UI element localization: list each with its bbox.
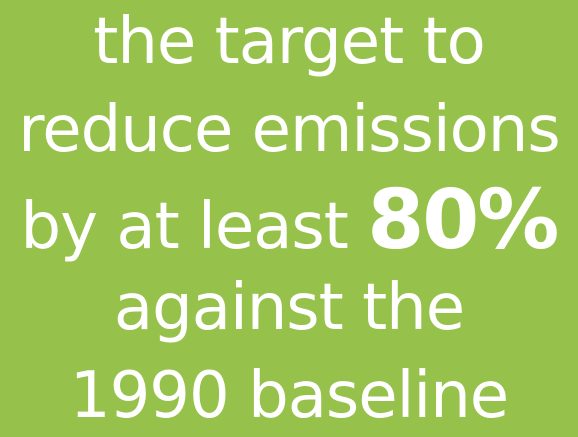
statement-line-1: the target to [93,5,486,79]
statement-line-3: by at least 80% [0,177,578,271]
emphasis-percentage: 80% [367,173,559,268]
statement-line-4: against the [113,271,465,345]
statement-line-2: reduce emissions [18,93,560,167]
statement-line-5: 1990 baseline [69,359,509,433]
statement-line-3-text: by at least [20,190,349,264]
